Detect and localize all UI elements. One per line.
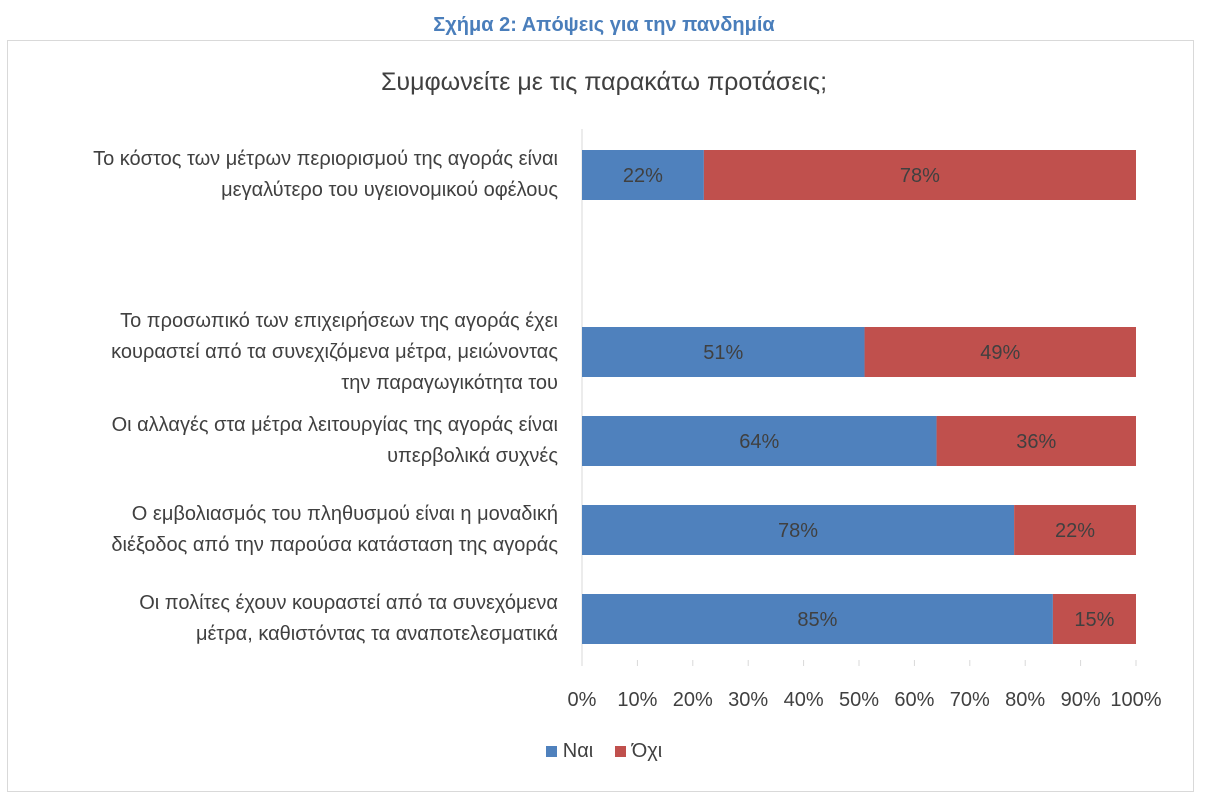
legend-label-yes: Ναι	[562, 740, 594, 762]
category-label: Ο εμβολιασμός του πληθυσμού είναι η μονα…	[0, 499, 558, 561]
bar-no	[703, 150, 1136, 200]
bar-no	[1014, 505, 1136, 555]
category-label: Το προσωπικό των επιχειρήσεων της αγοράς…	[0, 306, 558, 399]
x-tick-label: 50%	[839, 689, 879, 711]
category-label-line: διέξοδος από την παρούσα κατάσταση της α…	[111, 534, 558, 556]
bar-yes	[582, 150, 704, 200]
x-tick-label: 30%	[728, 689, 768, 711]
x-tick-label: 100%	[1110, 689, 1161, 711]
category-label-line: υπερβολικά συχνές	[387, 445, 558, 467]
x-tick-label: 20%	[673, 689, 713, 711]
category-label-line: Οι πολίτες έχουν κουραστεί από τα συνεχό…	[139, 592, 558, 614]
category-label-line: μέτρα, καθιστόντας τα αναποτελεσματικά	[195, 623, 558, 645]
data-label-yes: 64%	[739, 431, 779, 453]
bar-no	[1052, 594, 1136, 644]
category-label-line: Το προσωπικό των επιχειρήσεων της αγοράς…	[120, 309, 558, 332]
category-label: Οι πολίτες έχουν κουραστεί από τα συνεχό…	[0, 588, 558, 650]
x-tick-label: 60%	[894, 689, 934, 711]
bar-yes	[582, 327, 865, 377]
data-label-yes: 85%	[797, 609, 837, 631]
chart-title: Συμφωνείτε με τις παρακάτω προτάσεις;	[380, 68, 828, 96]
bar-yes	[582, 416, 937, 466]
data-label-no: 49%	[980, 342, 1020, 364]
x-tick-label: 0%	[568, 689, 597, 711]
category-label-line: Ο εμβολιασμός του πληθυσμού είναι η μονα…	[131, 503, 558, 525]
category-label-line: μεγαλύτερο του υγειονομικού οφέλους	[221, 179, 558, 201]
data-label-yes: 78%	[778, 520, 818, 542]
category-label-line: την παραγωγικότητα του	[341, 371, 558, 394]
category-label: Οι αλλαγές στα μέτρα λειτουργίας της αγο…	[0, 410, 558, 472]
x-tick-label: 10%	[617, 689, 657, 711]
x-tick-label: 90%	[1061, 689, 1101, 711]
category-label-line: Το κόστος των μέτρων περιορισμού της αγο…	[93, 148, 558, 170]
category-label: Το κόστος των μέτρων περιορισμού της αγο…	[0, 144, 558, 206]
x-tick-label: 40%	[784, 689, 824, 711]
bar-no	[936, 416, 1136, 466]
bar-yes	[582, 594, 1053, 644]
data-label-no: 15%	[1074, 609, 1114, 631]
x-tick-label: 70%	[950, 689, 990, 711]
data-label-no: 78%	[900, 165, 940, 187]
data-label-yes: 51%	[703, 342, 743, 364]
category-label-line: κουραστεί από τα συνεχιζόμενα μέτρα, μει…	[111, 340, 558, 363]
data-label-no: 36%	[1016, 431, 1056, 453]
category-label-line: Οι αλλαγές στα μέτρα λειτουργίας της αγο…	[111, 414, 558, 436]
x-tick-label: 80%	[1005, 689, 1045, 711]
legend-item-no: Όχι	[614, 740, 663, 763]
legend-item-yes: Ναι	[545, 740, 594, 763]
bar-no	[864, 327, 1136, 377]
figure-caption: Σχήμα 2: Απόψεις για την πανδημία	[433, 14, 775, 36]
data-label-no: 22%	[1055, 520, 1095, 542]
legend: Ναι Όχι	[0, 740, 1208, 763]
bar-yes	[582, 505, 1015, 555]
legend-swatch-no	[614, 746, 626, 757]
data-label-yes: 22%	[623, 165, 663, 187]
legend-swatch-yes	[545, 746, 557, 757]
legend-label-no: Όχι	[631, 740, 663, 762]
